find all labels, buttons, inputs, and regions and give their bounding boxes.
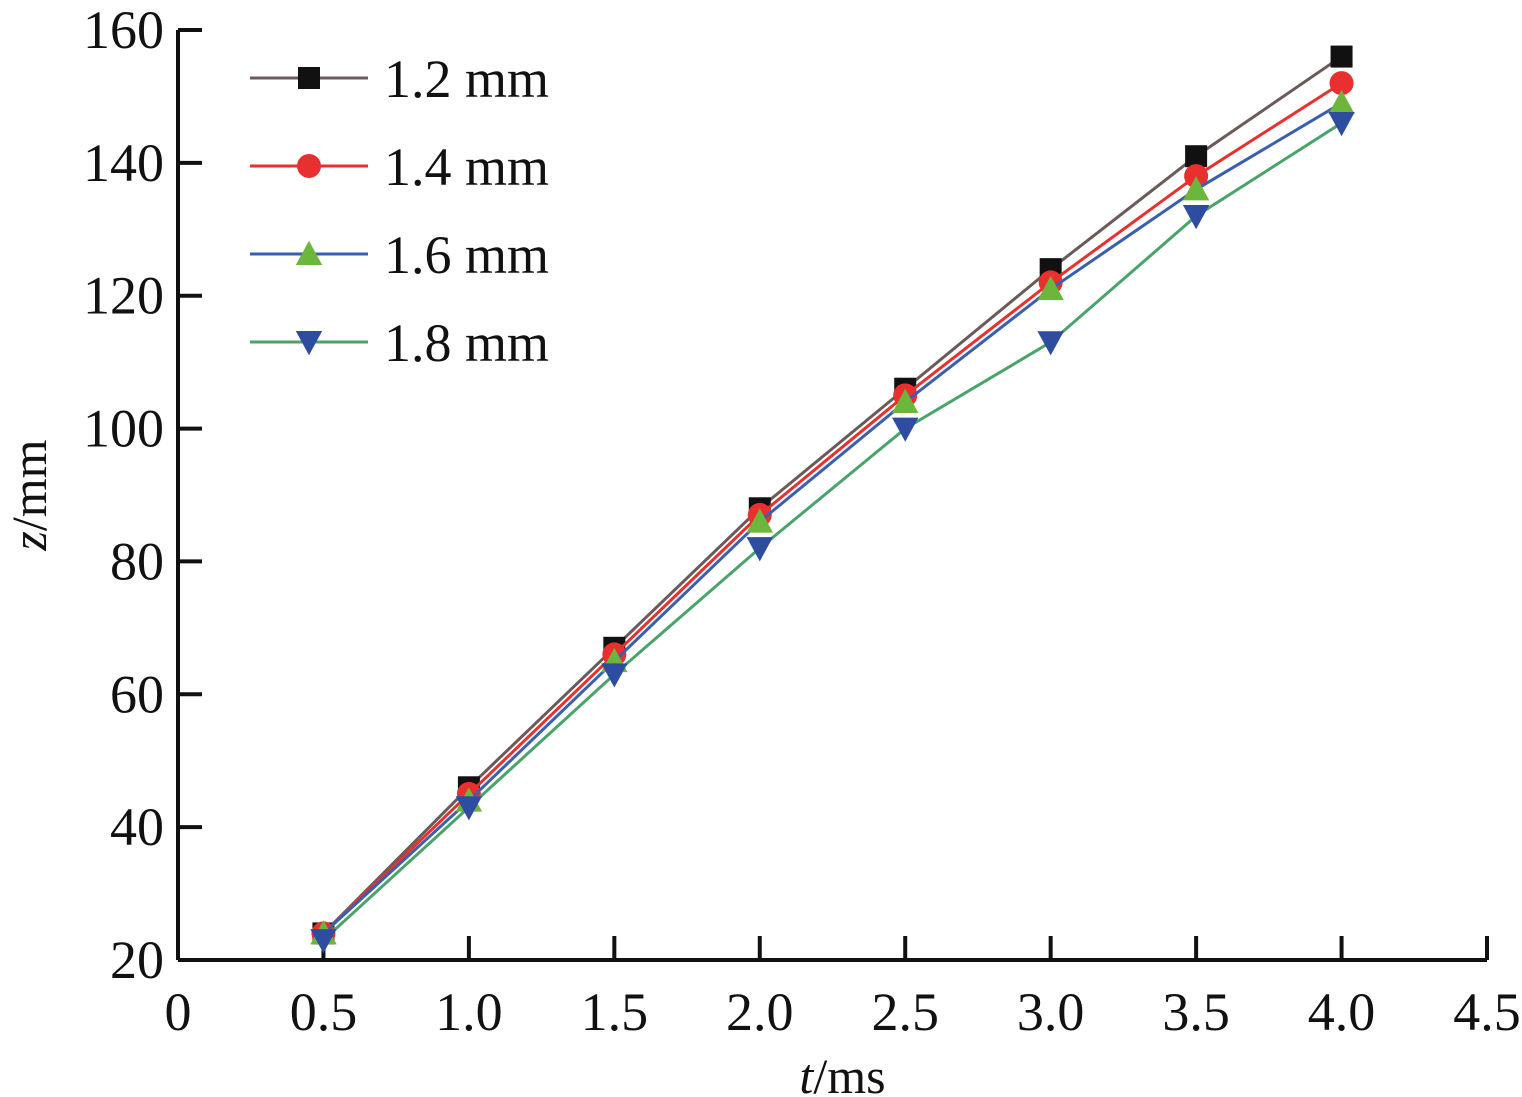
y-tick-label: 80 [110,531,164,591]
x-tick-label: 3.0 [1017,982,1085,1042]
data-point [1182,176,1210,201]
y-axis-title-symbol: z [1,531,57,551]
legend-item: 1.2 mm [250,49,549,109]
y-axis-title: z/mm [1,439,57,551]
data-point [1037,331,1064,356]
y-axis-ticks: 20 40 60 80 100 120 140 160 [83,0,202,990]
legend-item: 1.8 mm [250,313,549,373]
legend-marker [297,154,321,178]
legend: 1.2 mm 1.4 mm 1.6 mm 1.8 mm [250,49,549,373]
y-tick-label: 60 [110,664,164,724]
series-line [322,55,1343,935]
series-line [322,101,1343,935]
legend-marker [298,67,320,89]
data-point [1328,112,1355,137]
data-point [1184,164,1209,189]
x-tick-label: 2.5 [871,982,939,1042]
axes: 0 0.5 1.0 1.5 2.0 2.5 3.0 3.5 4.0 4.5 20 40 60 80 100… [83,0,1521,1042]
data-point [601,663,628,688]
y-tick-label: 120 [83,266,164,326]
data-point [892,388,919,413]
legend-item: 1.6 mm [250,225,549,285]
x-tick-label: 1.5 [581,982,649,1042]
legend-label: 1.6 mm [384,225,549,285]
legend-marker [295,240,323,265]
x-tick-label: 0 [165,982,192,1042]
data-point [1330,45,1353,68]
legend-label: 1.4 mm [384,137,549,197]
x-axis-title-symbol: t [799,1048,814,1097]
series-line [322,81,1343,935]
x-axis-ticks: 0 0.5 1.0 1.5 2.0 2.5 3.0 3.5 4.0 4.5 [165,936,1521,1042]
legend-label: 1.2 mm [384,49,549,109]
x-tick-label: 2.0 [726,982,794,1042]
data-point [310,929,337,954]
x-tick-label: 1.0 [435,982,503,1042]
data-point [455,796,483,821]
x-tick-label: 0.5 [290,982,358,1042]
y-tick-label: 100 [83,399,164,459]
series-layer [310,45,1355,954]
x-tick-label: 4.0 [1308,982,1376,1042]
data-point [746,508,773,533]
y-tick-label: 40 [110,797,164,857]
data-point [1182,205,1210,230]
data-point [1037,275,1064,301]
x-axis-title-unit: /ms [813,1048,885,1097]
x-tick-label: 3.5 [1162,982,1230,1042]
y-tick-label: 20 [110,930,164,990]
data-point [892,417,919,442]
legend-item: 1.4 mm [250,137,549,197]
data-point [746,537,773,562]
series-3 [310,112,1355,954]
x-tick-label: 4.5 [1453,982,1521,1042]
data-point [1329,71,1354,96]
series-line [322,121,1343,942]
data-point [1185,145,1208,168]
legend-label: 1.8 mm [384,313,549,373]
y-tick-label: 160 [83,0,164,60]
legend-marker [295,331,323,356]
x-axis-title: t/ms [799,1048,885,1097]
y-axis-title-unit: /mm [1,439,57,531]
y-tick-label: 140 [83,133,164,193]
data-point [1328,89,1355,115]
